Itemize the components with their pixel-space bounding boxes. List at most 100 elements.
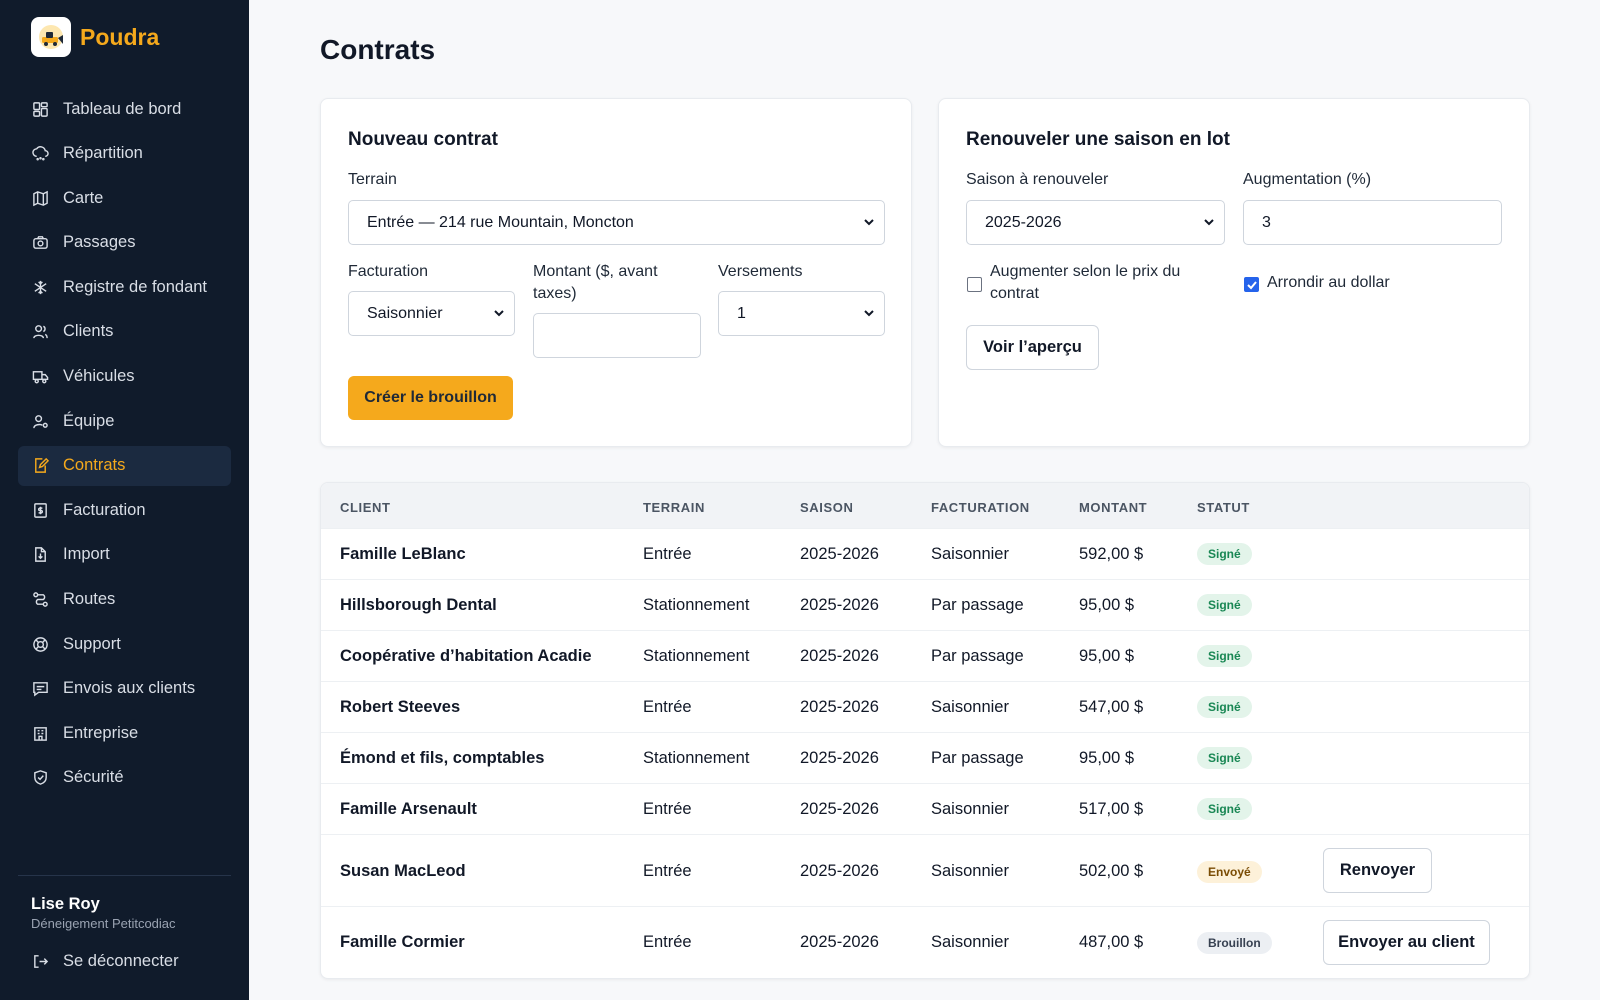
terrain-label: Terrain xyxy=(348,171,397,188)
sidebar-item-passages[interactable]: Passages xyxy=(18,223,231,263)
sidebar-item-contrats[interactable]: Contrats xyxy=(18,445,231,486)
create-draft-button[interactable]: Créer le brouillon xyxy=(348,376,513,420)
sidebar-item-envois-aux-clients[interactable]: Envois aux clients xyxy=(18,669,231,709)
column-header-terrain[interactable]: TERRAIN xyxy=(643,500,705,515)
sidebar-item-import[interactable]: Import xyxy=(18,535,231,575)
sidebar-item-routes[interactable]: Routes xyxy=(18,580,231,620)
table-row[interactable]: Hillsborough Dental Stationnement 2025-2… xyxy=(321,579,1529,630)
status-badge: Signé xyxy=(1197,645,1252,667)
status-badge: Signé xyxy=(1197,594,1252,616)
brand[interactable]: Poudra xyxy=(31,17,159,57)
sidebar-item-label: Envois aux clients xyxy=(63,679,196,698)
sidebar-item-label: Contrats xyxy=(63,456,126,475)
billing-select[interactable]: Saisonnier xyxy=(348,291,515,336)
sidebar-item-label: Clients xyxy=(63,322,114,341)
message-icon xyxy=(31,680,49,698)
logout-button[interactable]: Se déconnecter xyxy=(31,952,179,971)
checkmark-icon xyxy=(1247,281,1257,290)
sidebar-item-repartition[interactable]: Répartition xyxy=(18,134,231,174)
cell-client: Famille LeBlanc xyxy=(340,545,466,563)
billing-select-value: Saisonnier xyxy=(367,304,443,322)
sidebar-item-securite[interactable]: Sécurité xyxy=(18,758,231,798)
cell-terrain: Entrée xyxy=(643,800,692,818)
cell-facturation: Saisonnier xyxy=(931,800,1009,818)
user-gear-icon xyxy=(31,412,49,430)
cell-facturation: Saisonnier xyxy=(931,933,1009,951)
cell-client: Émond et fils, comptables xyxy=(340,749,545,767)
sidebar: Poudra Tableau de bord Répartition Carte… xyxy=(0,0,249,1000)
chevron-down-icon xyxy=(1204,219,1214,226)
new-contract-card: Nouveau contrat Terrain Entrée — 214 rue… xyxy=(320,98,912,447)
installments-select[interactable]: 1 xyxy=(718,291,885,336)
column-header-statut[interactable]: STATUT xyxy=(1197,500,1250,515)
cell-client: Famille Arsenault xyxy=(340,800,477,818)
chevron-down-icon xyxy=(864,219,874,226)
installments-select-value: 1 xyxy=(737,304,746,322)
cell-facturation: Par passage xyxy=(931,647,1024,665)
sidebar-item-carte[interactable]: Carte xyxy=(18,178,231,218)
table-row[interactable]: Susan MacLeod Entrée 2025-2026 Saisonnie… xyxy=(321,834,1529,906)
cell-facturation: Par passage xyxy=(931,596,1024,614)
season-select[interactable]: 2025-2026 xyxy=(966,200,1225,245)
sidebar-item-facturation[interactable]: Facturation xyxy=(18,490,231,530)
cell-saison: 2025-2026 xyxy=(800,800,879,818)
sidebar-divider xyxy=(18,875,231,876)
increase-by-price-checkbox[interactable] xyxy=(967,277,982,292)
sidebar-item-label: Répartition xyxy=(63,144,143,163)
sidebar-item-registre-de-fondant[interactable]: Registre de fondant xyxy=(18,267,231,307)
amount-input[interactable] xyxy=(533,313,701,358)
sidebar-item-vehicules[interactable]: Véhicules xyxy=(18,357,231,397)
sidebar-item-label: Carte xyxy=(63,188,104,207)
column-header-montant[interactable]: MONTANT xyxy=(1079,500,1148,515)
users-icon xyxy=(31,323,49,341)
column-header-facturation[interactable]: FACTURATION xyxy=(931,500,1030,515)
table-header: CLIENT TERRAIN SAISON FACTURATION MONTAN… xyxy=(321,483,1529,528)
cell-facturation: Saisonnier xyxy=(931,698,1009,716)
round-dollar-checkbox[interactable] xyxy=(1244,277,1259,292)
cell-terrain: Entrée xyxy=(643,862,692,880)
cell-montant: 95,00 $ xyxy=(1079,596,1135,614)
status-badge: Signé xyxy=(1197,696,1252,718)
increase-label: Augmentation (%) xyxy=(1243,171,1372,188)
column-header-client[interactable]: CLIENT xyxy=(340,500,391,515)
sidebar-item-label: Passages xyxy=(63,233,136,252)
send-to-client-button[interactable]: Envoyer au client xyxy=(1323,920,1490,965)
sidebar-item-tableau-de-bord[interactable]: Tableau de bord xyxy=(18,89,231,129)
new-contract-title: Nouveau contrat xyxy=(348,129,498,150)
truck-icon xyxy=(31,368,49,386)
chevron-down-icon xyxy=(864,310,874,317)
cell-terrain: Stationnement xyxy=(643,596,750,614)
table-row[interactable]: Émond et fils, comptables Stationnement … xyxy=(321,732,1529,783)
increase-input[interactable]: 3 xyxy=(1243,200,1502,245)
sidebar-item-clients[interactable]: Clients xyxy=(18,312,231,352)
sidebar-nav: Tableau de bord Répartition Carte Passag… xyxy=(18,89,231,803)
cell-montant: 592,00 $ xyxy=(1079,545,1144,563)
resend-button[interactable]: Renvoyer xyxy=(1323,848,1432,893)
cell-facturation: Par passage xyxy=(931,749,1024,767)
table-row[interactable]: Coopérative d’habitation Acadie Stationn… xyxy=(321,630,1529,681)
amount-label: Montant ($, avant taxes) xyxy=(533,263,658,302)
cell-terrain: Entrée xyxy=(643,698,692,716)
status-badge: Brouillon xyxy=(1197,932,1272,954)
table-row[interactable]: Famille LeBlanc Entrée 2025-2026 Saisonn… xyxy=(321,528,1529,579)
status-badge: Signé xyxy=(1197,543,1252,565)
table-row[interactable]: Famille Cormier Entrée 2025-2026 Saisonn… xyxy=(321,906,1529,978)
lifebuoy-icon xyxy=(31,635,49,653)
sidebar-item-label: Équipe xyxy=(63,411,115,430)
cell-saison: 2025-2026 xyxy=(800,647,879,665)
status-badge: Signé xyxy=(1197,747,1252,769)
contracts-table: CLIENT TERRAIN SAISON FACTURATION MONTAN… xyxy=(320,482,1530,979)
sidebar-item-entreprise[interactable]: Entreprise xyxy=(18,713,231,753)
increase-by-price-label: Augmenter selon le prix du contrat xyxy=(990,263,1181,302)
terrain-select[interactable]: Entrée — 214 rue Mountain, Moncton xyxy=(348,200,885,245)
preview-button[interactable]: Voir l’aperçu xyxy=(966,325,1099,370)
brand-name: Poudra xyxy=(80,23,160,50)
table-row[interactable]: Famille Arsenault Entrée 2025-2026 Saiso… xyxy=(321,783,1529,834)
column-header-saison[interactable]: SAISON xyxy=(800,500,854,515)
user-name: Lise Roy xyxy=(31,895,100,913)
table-row[interactable]: Robert Steeves Entrée 2025-2026 Saisonni… xyxy=(321,681,1529,732)
cell-facturation: Saisonnier xyxy=(931,862,1009,880)
sidebar-item-equipe[interactable]: Équipe xyxy=(18,401,231,441)
sidebar-item-support[interactable]: Support xyxy=(18,624,231,664)
cell-client: Robert Steeves xyxy=(340,698,461,716)
